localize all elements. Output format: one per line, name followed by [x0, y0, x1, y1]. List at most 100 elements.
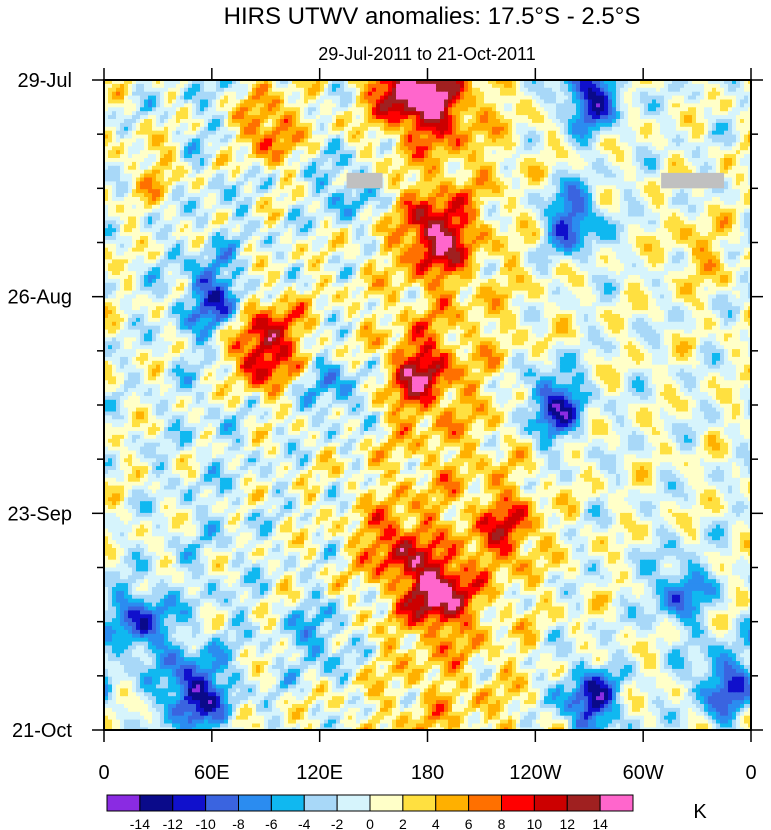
field-cell [448, 107, 453, 112]
field-cell [180, 103, 185, 108]
field-cell [168, 103, 173, 108]
field-cell [632, 122, 637, 128]
field-cell [128, 154, 133, 159]
field-cell [684, 142, 689, 147]
field-cell [340, 177, 345, 182]
field-cell [724, 189, 729, 194]
field-cell [388, 161, 393, 167]
field-cell [224, 87, 229, 93]
field-cell [656, 165, 661, 171]
field-cell [568, 181, 573, 186]
field-cell [576, 87, 581, 93]
field-cell [480, 181, 485, 186]
field-cell [288, 87, 293, 93]
field-cell [584, 119, 589, 124]
field-cell [164, 150, 169, 155]
field-cell [276, 130, 281, 136]
field-cell [364, 130, 369, 136]
field-cell [260, 150, 265, 155]
field-cell [224, 107, 229, 112]
field-cell [636, 189, 641, 194]
field-cell [592, 154, 597, 159]
field-cell [400, 181, 405, 186]
field-cell [568, 197, 573, 202]
field-cell [192, 122, 197, 128]
field-cell [256, 115, 261, 120]
field-cell [572, 134, 577, 139]
field-cell [236, 126, 241, 132]
field-cell [364, 197, 369, 202]
field-cell [236, 142, 241, 147]
field-cell [452, 83, 457, 89]
field-cell [216, 150, 221, 155]
field-cell [508, 83, 513, 89]
field-cell [248, 142, 253, 147]
field-cell [456, 154, 461, 159]
field-cell [632, 158, 637, 163]
field-cell [188, 80, 193, 85]
field-cell [352, 134, 357, 139]
field-cell [652, 130, 657, 136]
field-cell [632, 197, 637, 202]
field-cell [720, 165, 725, 171]
field-cell [624, 146, 629, 151]
field-cell [668, 122, 673, 128]
field-cell [336, 146, 341, 151]
field-cell [380, 80, 385, 85]
field-cell [152, 103, 157, 108]
field-cell [324, 185, 329, 190]
field-cell [600, 111, 605, 116]
field-cell [740, 181, 745, 186]
field-cell [276, 177, 281, 182]
field-cell [200, 185, 205, 190]
field-cell [624, 80, 629, 85]
field-cell [536, 150, 541, 155]
field-cell [720, 150, 725, 155]
field-cell [188, 91, 193, 97]
field-cell [464, 111, 469, 116]
field-cell [288, 95, 293, 100]
field-cell [720, 169, 725, 175]
field-cell [616, 99, 621, 104]
field-cell [520, 134, 525, 139]
field-cell [224, 115, 229, 120]
field-cell [140, 173, 145, 178]
field-cell [536, 165, 541, 171]
field-cell [180, 138, 185, 143]
field-cell [392, 181, 397, 186]
field-cell [176, 134, 181, 139]
field-cell [740, 115, 745, 120]
field-cell [604, 111, 609, 116]
field-cell [176, 173, 181, 178]
field-cell [532, 142, 537, 147]
field-cell [152, 142, 157, 147]
field-cell [120, 115, 125, 120]
field-cell [272, 87, 277, 93]
field-cell [276, 173, 281, 178]
field-cell [500, 122, 505, 128]
field-cell [188, 142, 193, 147]
field-cell [444, 83, 449, 89]
field-cell [592, 87, 597, 93]
field-cell [212, 80, 217, 85]
field-cell [428, 146, 433, 151]
field-cell [452, 169, 457, 175]
field-cell [200, 150, 205, 155]
field-cell [388, 99, 393, 104]
field-cell [664, 189, 669, 194]
field-cell [588, 189, 593, 194]
field-cell [428, 161, 433, 167]
field-cell [372, 83, 377, 89]
field-cell [548, 189, 553, 194]
field-cell [524, 177, 529, 182]
field-cell [376, 126, 381, 132]
field-cell [456, 138, 461, 143]
field-cell [476, 154, 481, 159]
field-cell [244, 126, 249, 132]
field-cell [468, 107, 473, 112]
field-cell [152, 107, 157, 112]
field-cell [464, 134, 469, 139]
field-cell [216, 95, 221, 100]
field-cell [120, 134, 125, 139]
field-cell [288, 197, 293, 202]
